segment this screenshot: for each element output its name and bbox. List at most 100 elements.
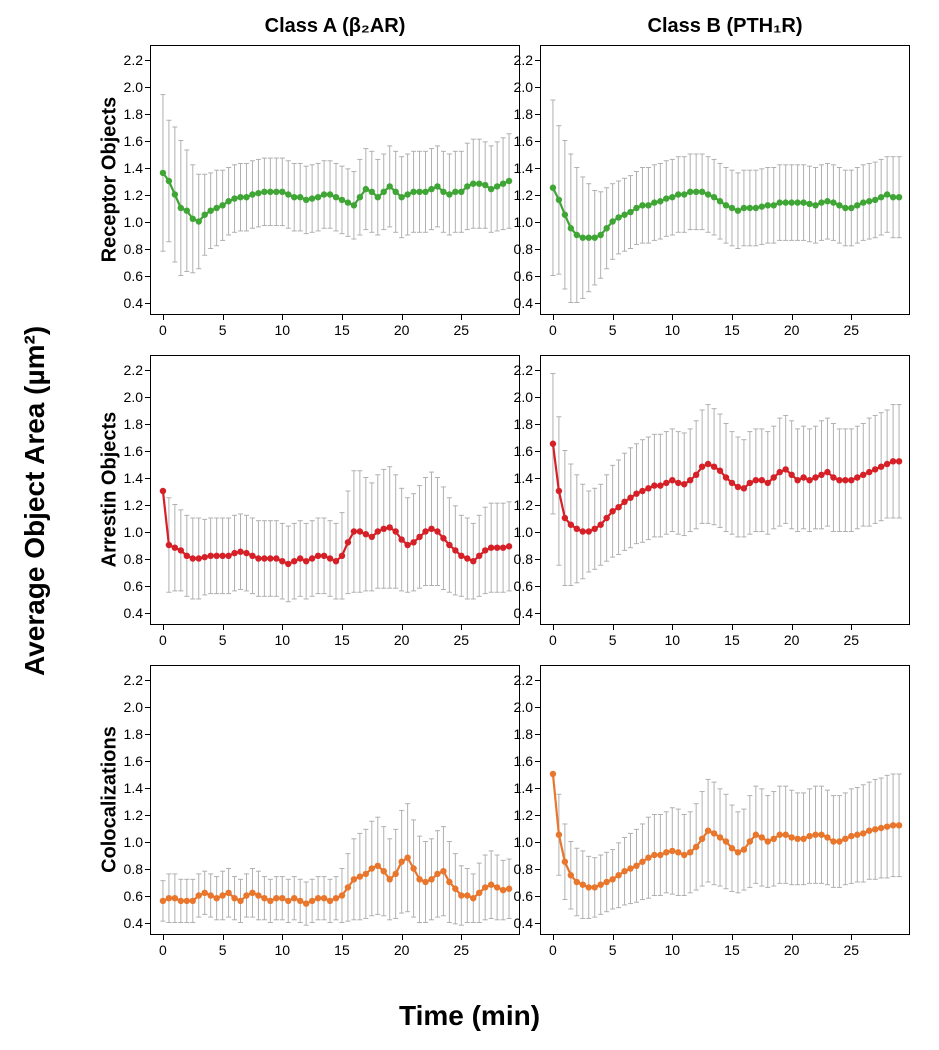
y-tick-label: 2.0 [514, 699, 541, 715]
y-tick-label: 1.2 [124, 497, 151, 513]
x-tick-label: 0 [549, 934, 557, 958]
x-tick-label: 20 [394, 624, 410, 648]
row-label: Receptor Objects [99, 80, 122, 280]
series-plot [541, 666, 911, 936]
y-tick-label: 2.2 [124, 362, 151, 378]
x-tick-label: 25 [844, 624, 860, 648]
y-tick-label: 1.2 [514, 807, 541, 823]
y-tick-label: 0.8 [514, 241, 541, 257]
x-tick-label: 5 [219, 314, 227, 338]
y-tick-label: 1.6 [124, 443, 151, 459]
x-tick-label: 15 [334, 934, 350, 958]
x-tick-label: 25 [454, 934, 470, 958]
x-tick-label: 10 [664, 314, 680, 338]
y-tick-label: 0.4 [514, 605, 541, 621]
y-tick-label: 0.8 [124, 241, 151, 257]
x-tick-label: 0 [159, 314, 167, 338]
y-tick-label: 0.8 [514, 551, 541, 567]
y-tick-label: 2.2 [124, 672, 151, 688]
y-tick-label: 2.0 [514, 79, 541, 95]
column-title: Class A (β₂AR) [150, 15, 520, 38]
chart-panel: 0.40.60.81.01.21.41.61.82.02.20510152025 [150, 45, 520, 315]
x-tick-label: 5 [609, 624, 617, 648]
x-tick-label: 15 [724, 934, 740, 958]
y-tick-label: 0.4 [124, 605, 151, 621]
x-tick-label: 10 [664, 624, 680, 648]
y-tick-label: 1.0 [514, 214, 541, 230]
y-tick-label: 1.6 [124, 753, 151, 769]
row-label: Colocalizations [99, 700, 122, 900]
x-tick-label: 10 [274, 314, 290, 338]
y-tick-label: 0.4 [514, 295, 541, 311]
y-tick-label: 1.8 [124, 726, 151, 742]
x-tick-label: 20 [394, 314, 410, 338]
y-tick-label: 1.0 [124, 214, 151, 230]
x-tick-label: 15 [724, 314, 740, 338]
y-tick-label: 0.6 [514, 888, 541, 904]
y-tick-label: 1.8 [514, 106, 541, 122]
x-tick-label: 25 [844, 934, 860, 958]
y-tick-label: 1.8 [124, 416, 151, 432]
series-plot [151, 666, 521, 936]
y-tick-label: 1.6 [514, 753, 541, 769]
y-tick-label: 0.4 [514, 915, 541, 931]
y-tick-label: 1.4 [514, 160, 541, 176]
y-tick-label: 2.2 [514, 672, 541, 688]
y-tick-label: 0.4 [124, 295, 151, 311]
y-tick-label: 1.2 [514, 497, 541, 513]
y-tick-label: 0.6 [124, 578, 151, 594]
x-tick-label: 5 [219, 624, 227, 648]
y-tick-label: 1.0 [124, 834, 151, 850]
y-tick-label: 0.4 [124, 915, 151, 931]
y-tick-label: 2.0 [124, 699, 151, 715]
figure-root: Average Object Area (µm²) Time (min) Cla… [0, 0, 939, 1050]
x-tick-label: 5 [609, 934, 617, 958]
x-tick-label: 10 [274, 624, 290, 648]
y-tick-label: 1.0 [514, 524, 541, 540]
y-tick-label: 1.0 [124, 524, 151, 540]
x-tick-label: 20 [784, 624, 800, 648]
y-tick-label: 1.6 [514, 133, 541, 149]
x-tick-label: 0 [549, 624, 557, 648]
y-tick-label: 2.0 [124, 389, 151, 405]
series-plot [151, 46, 521, 316]
y-tick-label: 1.6 [514, 443, 541, 459]
x-tick-label: 10 [664, 934, 680, 958]
x-tick-label: 15 [334, 624, 350, 648]
x-tick-label: 25 [454, 624, 470, 648]
chart-panel: 0.40.60.81.01.21.41.61.82.02.20510152025 [540, 355, 910, 625]
chart-panel: 0.40.60.81.01.21.41.61.82.02.20510152025 [150, 355, 520, 625]
chart-panel: 0.40.60.81.01.21.41.61.82.02.20510152025 [540, 665, 910, 935]
x-tick-label: 5 [219, 934, 227, 958]
x-tick-label: 15 [334, 314, 350, 338]
x-tick-label: 20 [394, 934, 410, 958]
y-tick-label: 1.2 [124, 807, 151, 823]
chart-panel: 0.40.60.81.01.21.41.61.82.02.20510152025 [150, 665, 520, 935]
x-tick-label: 0 [159, 624, 167, 648]
chart-panel: 0.40.60.81.01.21.41.61.82.02.20510152025 [540, 45, 910, 315]
y-tick-label: 0.6 [514, 268, 541, 284]
y-tick-label: 1.4 [124, 780, 151, 796]
row-label: Arrestin Objects [99, 390, 122, 590]
x-axis-title: Time (min) [0, 1000, 939, 1032]
series-plot [541, 356, 911, 626]
y-tick-label: 1.4 [514, 470, 541, 486]
y-tick-label: 1.0 [514, 834, 541, 850]
series-plot [541, 46, 911, 316]
y-tick-label: 1.4 [124, 470, 151, 486]
y-tick-label: 0.6 [514, 578, 541, 594]
x-tick-label: 0 [159, 934, 167, 958]
y-tick-label: 2.2 [514, 362, 541, 378]
y-tick-label: 1.4 [124, 160, 151, 176]
x-tick-label: 25 [454, 314, 470, 338]
x-tick-label: 5 [609, 314, 617, 338]
y-tick-label: 2.0 [124, 79, 151, 95]
y-tick-label: 1.6 [124, 133, 151, 149]
series-plot [151, 356, 521, 626]
x-tick-label: 20 [784, 314, 800, 338]
y-tick-label: 1.8 [124, 106, 151, 122]
y-tick-label: 1.4 [514, 780, 541, 796]
y-tick-label: 2.2 [514, 52, 541, 68]
y-tick-label: 1.8 [514, 726, 541, 742]
x-tick-label: 15 [724, 624, 740, 648]
